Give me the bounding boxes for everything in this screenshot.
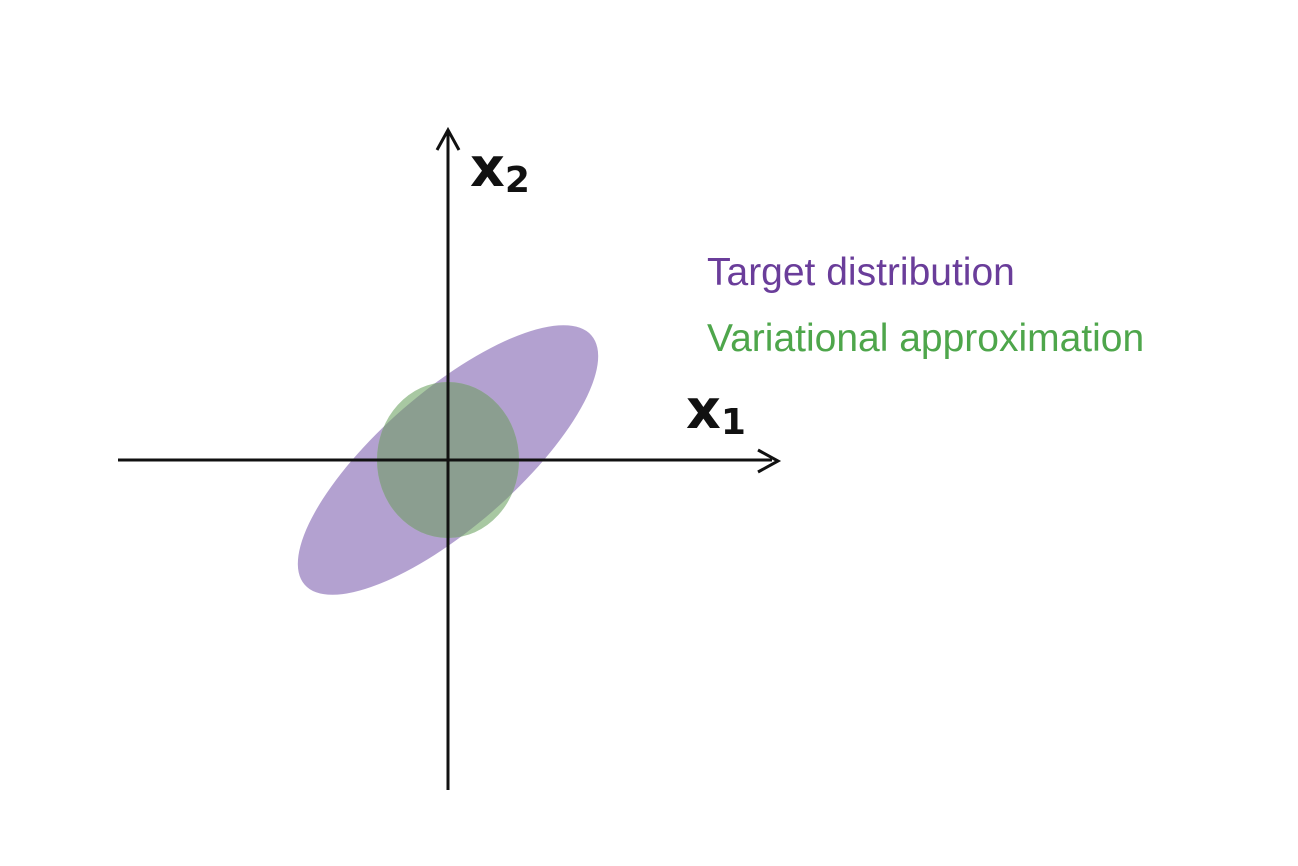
legend-target-distribution: Target distribution: [707, 251, 1015, 294]
x1-axis-label: x1: [686, 378, 746, 443]
x2-axis-label: x2: [470, 136, 530, 201]
x1-axis-arrowhead: [757, 448, 782, 474]
legend: Target distribution Variational approxim…: [707, 240, 1144, 372]
legend-variational-approximation: Variational approximation: [707, 317, 1145, 360]
x2-axis-arrowhead: [435, 126, 461, 151]
